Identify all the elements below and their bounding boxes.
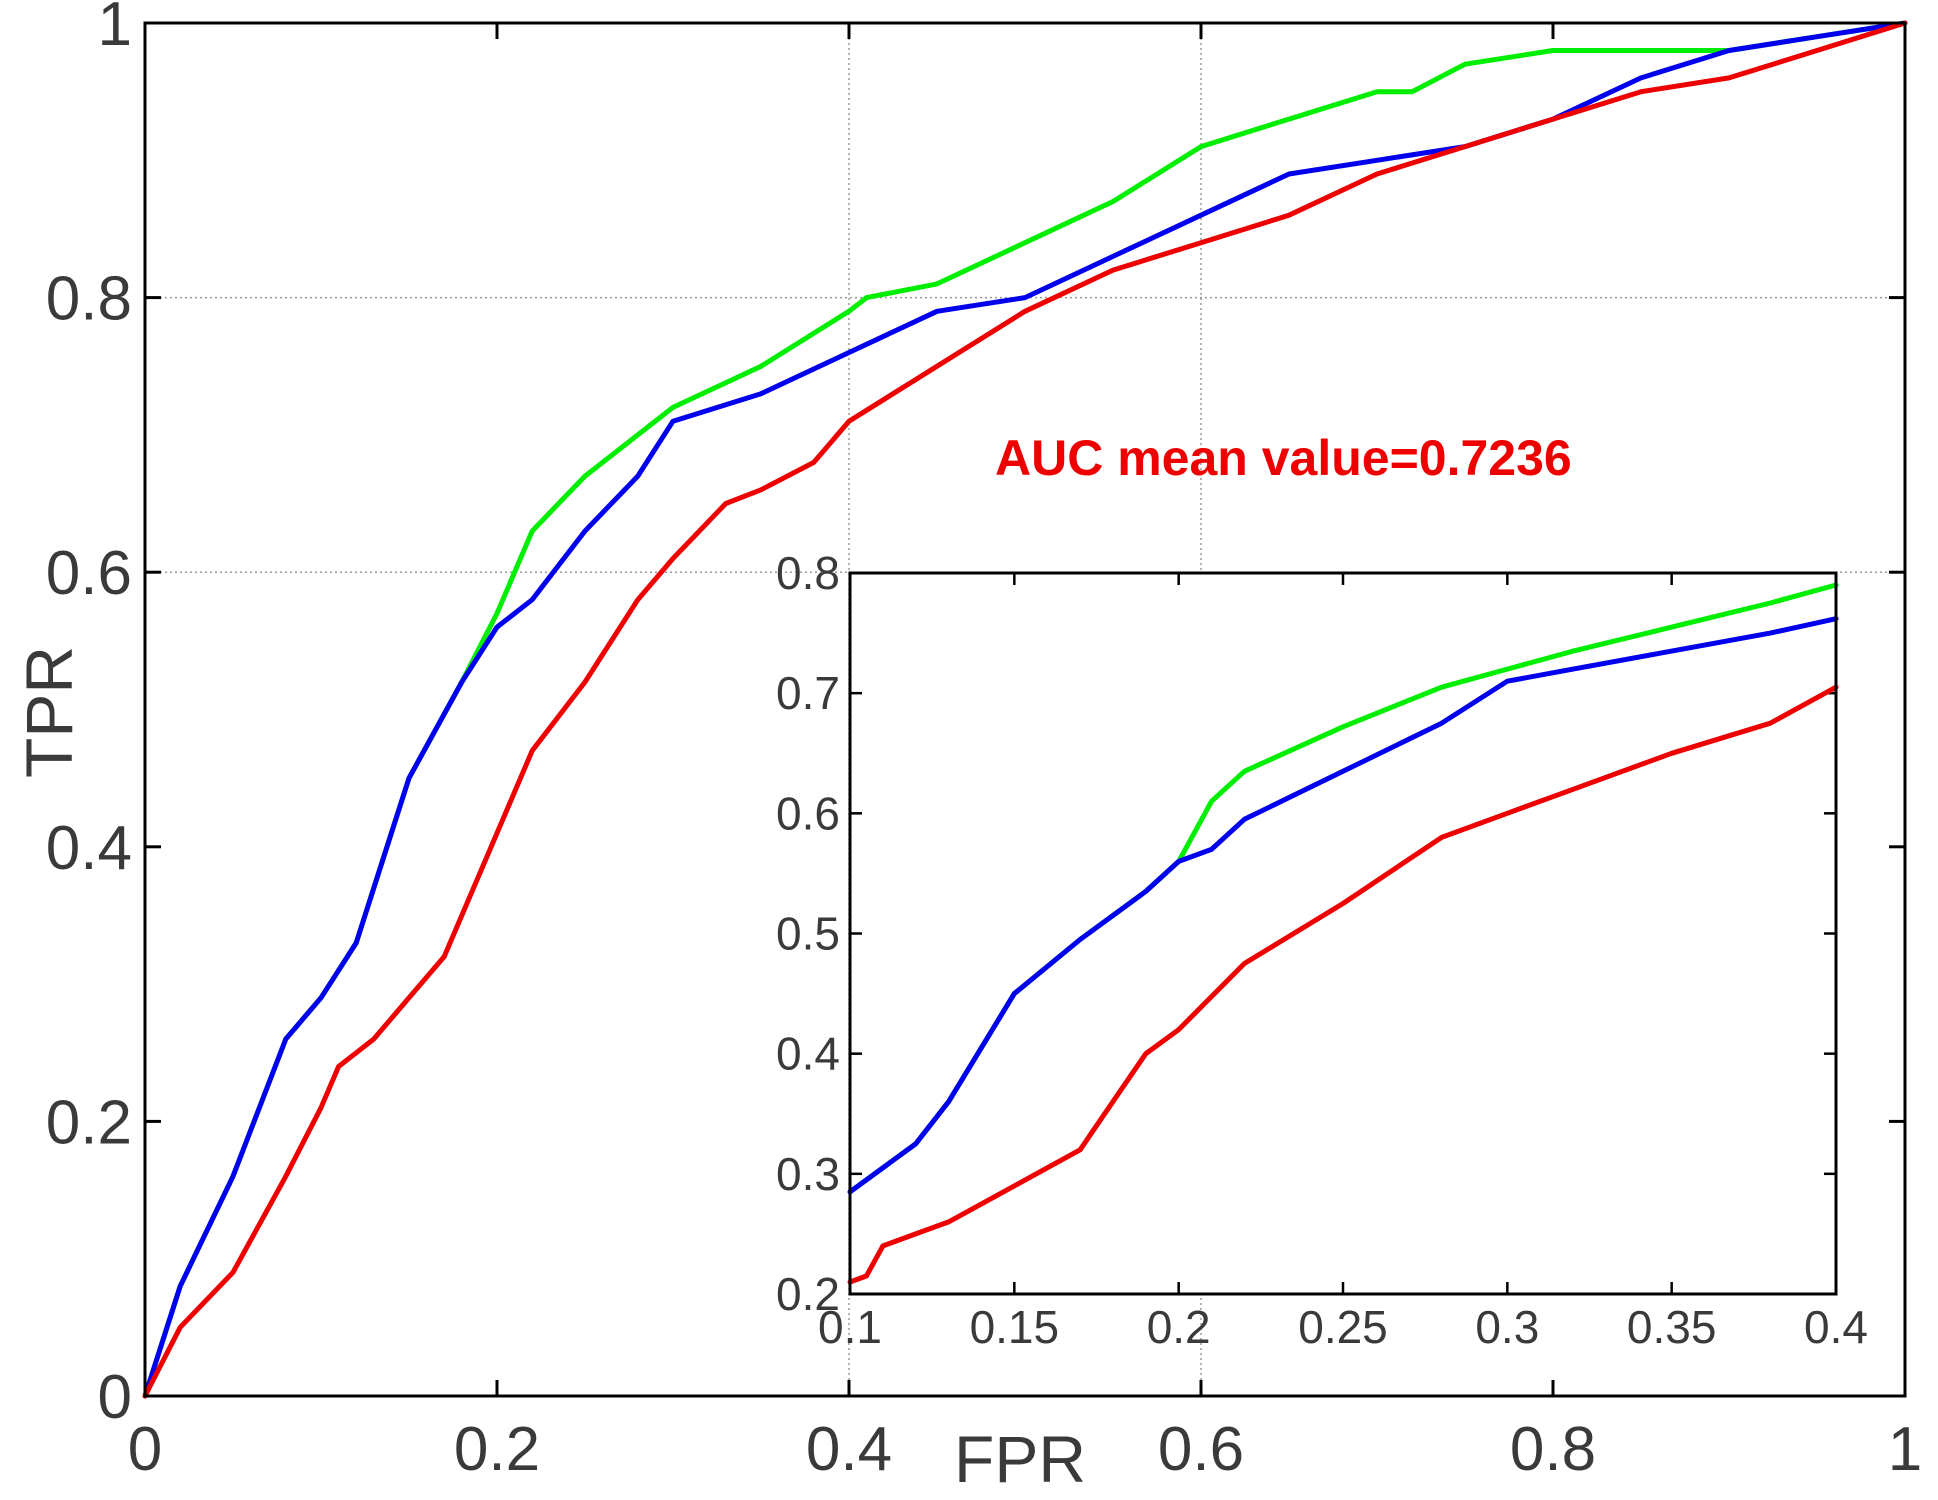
inset-tick-labels: 0.1 0.15 0.2 0.25 0.3 0.35 0.4 0.2 0.3 0.4 0.5 0.6 0… — [776, 547, 1868, 1353]
main-y-tick-label: 0.2 — [46, 1088, 132, 1157]
main-series-group — [142, 20, 1908, 1399]
x-axis-title: FPR — [954, 1422, 1086, 1496]
inset-y-tick-label: 0.6 — [776, 787, 840, 839]
inset-y-tick-label: 0.7 — [776, 667, 840, 719]
inset-x-tick-label: 0.15 — [970, 1301, 1060, 1353]
main-x-tick-label: 0.8 — [1510, 1415, 1596, 1484]
inset-chart: 0.1 0.15 0.2 0.25 0.3 0.35 0.4 0.2 0.3 0.4 0.5 0.6 0… — [776, 547, 1868, 1353]
inset-y-tick-label: 0.3 — [776, 1148, 840, 1200]
main-y-tick-label: 0.6 — [46, 539, 132, 608]
inset-series-blue-line — [847, 616, 1839, 1195]
inset-background — [850, 573, 1836, 1294]
main-y-tick-label: 1 — [98, 0, 132, 59]
main-y-tick-label: 0.8 — [46, 265, 132, 334]
inset-series-red-line — [847, 684, 1839, 1285]
inset-x-tick-label: 0.4 — [1804, 1301, 1868, 1353]
inset-series-group — [847, 582, 1839, 1285]
main-plot-frame — [143, 21, 1907, 1398]
main-x-tick-label: 1 — [1888, 1415, 1922, 1484]
inset-x-tick-label: 0.35 — [1627, 1301, 1717, 1353]
inset-y-tick-label: 0.5 — [776, 908, 840, 960]
main-series-red-line — [142, 20, 1908, 1399]
main-tick-labels: 0 0.2 0.4 0.6 0.8 1 0 0.2 0.4 0.6 0.8 1 — [46, 0, 1922, 1484]
inset-x-tick-label: 0.1 — [818, 1301, 882, 1353]
inset-y-tick-label: 0.2 — [776, 1268, 840, 1320]
main-x-tick-label: 0 — [128, 1415, 162, 1484]
inset-x-tick-label: 0.25 — [1298, 1301, 1388, 1353]
inset-plot-frame — [848, 571, 1838, 1296]
main-x-tick-label: 0.4 — [806, 1415, 892, 1484]
inset-x-tick-label: 0.3 — [1475, 1301, 1539, 1353]
inset-x-tick-label: 0.2 — [1147, 1301, 1211, 1353]
inset-y-tick-label: 0.8 — [776, 547, 840, 599]
inset-y-tick-label: 0.4 — [776, 1028, 840, 1080]
auc-annotation: AUC mean value=0.7236 — [995, 430, 1572, 486]
y-axis-title: TPR — [12, 646, 86, 778]
main-y-tick-label: 0.4 — [46, 814, 132, 883]
main-x-tick-label: 0.6 — [1158, 1415, 1244, 1484]
main-x-tick-label: 0.2 — [454, 1415, 540, 1484]
main-y-tick-label: 0 — [98, 1363, 132, 1432]
